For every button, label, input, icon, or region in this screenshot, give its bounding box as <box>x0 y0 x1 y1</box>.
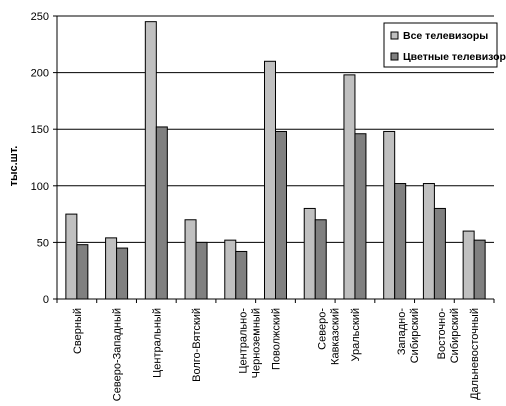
legend-box <box>383 22 498 68</box>
x-tick-label: Северо-Западный <box>112 308 124 401</box>
bar-color-tv <box>314 219 327 300</box>
bar-all-tv <box>65 213 78 300</box>
y-axis-label: тыс.шт. <box>8 146 20 187</box>
x-tick-label: Сверный <box>72 308 84 354</box>
bar-color-tv <box>394 183 407 300</box>
bar-all-tv <box>303 207 316 300</box>
y-tick-label: 250 <box>31 11 49 23</box>
bar-all-tv <box>383 130 396 300</box>
bars <box>65 21 486 300</box>
bar-color-tv <box>473 239 486 300</box>
bar-color-tv <box>235 250 248 300</box>
x-tick-label: Центральный <box>151 308 163 378</box>
legend-label: Цветные телевизоры <box>403 51 506 63</box>
x-tick-label: Центрально-Черноземный <box>237 308 262 379</box>
x-tick-label: Западно-Сибирский <box>396 308 421 364</box>
bar-color-tv <box>354 133 367 300</box>
bar-color-tv <box>155 126 168 300</box>
legend-label: Все телевизоры <box>403 30 488 42</box>
y-tick-label: 0 <box>43 294 49 306</box>
bar-all-tv <box>343 74 356 300</box>
bar-color-tv <box>116 247 129 300</box>
bar-all-tv <box>422 183 435 300</box>
bar-all-tv <box>224 239 237 300</box>
bar-color-tv <box>275 130 287 300</box>
bar-all-tv <box>462 230 475 300</box>
x-tick-label: Восточно-Сибирский <box>436 308 461 364</box>
bar-color-tv <box>433 207 446 300</box>
x-tick-label: Северо-Кавказский <box>317 308 342 365</box>
y-tick-labels: 0 50 100 150 200 250 <box>31 11 49 306</box>
bar-all-tv <box>105 237 118 300</box>
axes <box>53 15 495 303</box>
bar-all-tv <box>144 21 157 300</box>
bar-all-tv <box>184 219 197 300</box>
x-tick-label: Волго-Вятский <box>191 308 203 382</box>
y-tick-label: 150 <box>31 124 49 136</box>
legend: Все телевизоры Цветные телевизоры <box>383 22 506 68</box>
legend-swatch <box>390 52 399 61</box>
bar-all-tv <box>264 60 276 300</box>
y-tick-label: 50 <box>37 237 49 249</box>
x-tick-label: Уральский <box>350 308 362 361</box>
y-tick-label: 200 <box>31 68 49 80</box>
bar-color-tv <box>195 241 208 300</box>
x-tick-label: Дальневосточный <box>469 308 481 400</box>
bar-color-tv <box>76 244 89 300</box>
x-tick-labels: Сверный Северо-Западный Центральный Волго-В… <box>72 308 481 402</box>
y-tick-label: 100 <box>31 181 49 193</box>
x-tick-label: Поволжский <box>271 308 283 370</box>
legend-swatch <box>390 31 399 40</box>
